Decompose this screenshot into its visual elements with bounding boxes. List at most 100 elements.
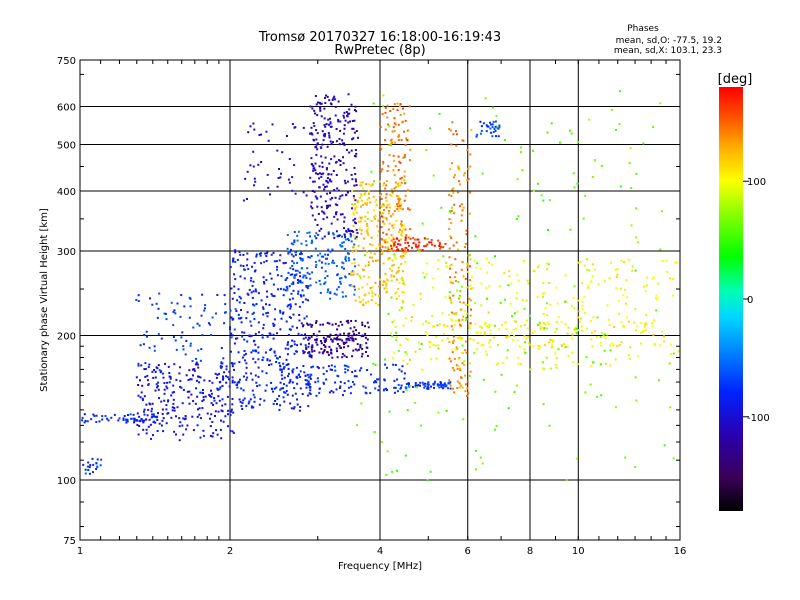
data-point: [405, 353, 408, 356]
data-point: [376, 219, 379, 222]
data-point: [663, 335, 665, 338]
data-point: [179, 421, 182, 424]
data-point: [257, 358, 260, 361]
data-point: [573, 328, 576, 331]
data-point: [402, 359, 405, 362]
data-point: [219, 386, 222, 389]
data-point: [398, 160, 401, 163]
data-point: [145, 432, 148, 435]
data-point: [401, 306, 403, 309]
data-point: [269, 333, 272, 336]
data-point: [386, 204, 389, 207]
data-point: [285, 390, 288, 392]
data-point: [292, 289, 295, 292]
data-point: [409, 228, 412, 231]
data-point: [407, 189, 410, 192]
data-point: [298, 314, 301, 316]
data-point: [414, 384, 417, 387]
data-point: [214, 410, 217, 413]
data-point: [322, 172, 325, 175]
data-point: [362, 303, 365, 306]
data-point: [254, 269, 257, 272]
data-point: [329, 297, 332, 300]
data-point: [286, 305, 289, 308]
data-point: [327, 173, 330, 176]
data-point: [353, 383, 356, 386]
data-point: [396, 237, 399, 240]
data-point: [326, 177, 329, 179]
data-point: [495, 114, 498, 117]
data-point: [152, 434, 154, 437]
data-point: [671, 294, 674, 297]
data-point: [352, 204, 355, 207]
data-point: [400, 220, 403, 223]
data-point: [221, 410, 224, 413]
data-point: [291, 260, 294, 263]
data-point: [280, 371, 283, 374]
data-point: [344, 368, 347, 371]
data-point: [633, 321, 635, 324]
data-point: [252, 340, 255, 343]
data-point: [166, 387, 169, 390]
chart-subtitle: RwPretec (8p): [334, 43, 425, 58]
data-point: [88, 466, 91, 469]
data-point: [286, 363, 289, 366]
data-point: [651, 321, 654, 324]
data-point: [145, 330, 148, 333]
data-point: [301, 393, 304, 395]
data-point: [279, 328, 282, 331]
data-point: [441, 312, 444, 315]
data-point: [620, 341, 623, 343]
data-point: [597, 283, 600, 286]
data-point: [163, 399, 166, 402]
data-point: [551, 344, 553, 347]
data-point: [361, 268, 364, 271]
data-point: [494, 120, 497, 123]
data-point: [452, 133, 455, 136]
data-point: [634, 466, 637, 469]
data-point: [384, 128, 387, 131]
data-point: [610, 261, 612, 264]
data-point: [403, 130, 405, 133]
data-point: [339, 338, 342, 341]
data-point: [282, 367, 285, 370]
data-point: [309, 132, 311, 135]
data-point: [573, 307, 576, 310]
data-point: [278, 395, 281, 397]
data-point: [284, 289, 287, 292]
data-point: [347, 337, 350, 340]
data-point: [414, 401, 417, 404]
data-point: [353, 285, 356, 288]
data-point: [296, 239, 299, 242]
data-point: [314, 381, 317, 384]
data-point: [495, 424, 498, 427]
data-point: [157, 381, 160, 384]
data-point: [589, 320, 592, 323]
data-point: [539, 328, 542, 331]
data-point: [385, 282, 388, 285]
data-point: [271, 294, 274, 297]
data-point: [309, 375, 312, 378]
data-point: [361, 181, 364, 184]
data-point: [150, 407, 153, 410]
data-point: [236, 381, 239, 384]
data-point: [450, 143, 453, 146]
data-point: [301, 325, 304, 328]
data-point: [222, 377, 225, 379]
data-point: [405, 383, 408, 385]
data-point: [399, 243, 402, 246]
data-point: [438, 383, 441, 386]
data-point: [523, 335, 526, 338]
data-point: [575, 457, 578, 460]
data-point: [585, 258, 588, 261]
data-point: [305, 194, 308, 197]
data-point: [191, 415, 194, 418]
data-point: [407, 244, 410, 247]
data-point: [398, 204, 401, 207]
data-point: [417, 245, 420, 248]
data-point: [311, 240, 314, 243]
data-point: [329, 292, 332, 295]
data-point: [238, 361, 241, 364]
data-point: [176, 302, 179, 305]
data-point: [378, 294, 380, 297]
